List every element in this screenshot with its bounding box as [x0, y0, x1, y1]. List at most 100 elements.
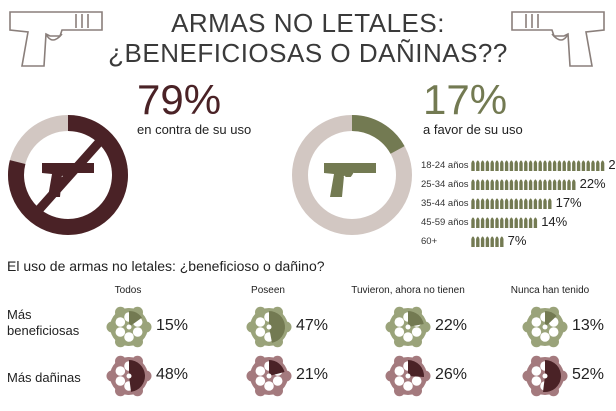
age-bar-label: 35-44 años	[421, 198, 469, 209]
age-bar-label: 18-24 años	[421, 160, 469, 171]
bullet-icon	[500, 236, 504, 247]
bullet-icon	[552, 179, 557, 190]
age-bar-value: 7%	[507, 233, 527, 248]
bullet-icon	[476, 179, 480, 190]
age-bar-value: 17%	[555, 195, 582, 210]
pie-slice	[542, 360, 561, 392]
bullet-icon	[528, 179, 533, 190]
bullet-icon	[528, 217, 533, 228]
bullet-icon	[548, 179, 552, 190]
bullet-icon	[514, 198, 518, 209]
age-bar	[471, 160, 605, 171]
bullet-icon	[480, 217, 485, 228]
pie-slice	[129, 311, 142, 327]
pie-value-label: 21%	[296, 366, 329, 383]
pie-value-label: 22%	[435, 317, 468, 334]
bullet-icon	[490, 160, 494, 171]
bullet-icon	[476, 236, 480, 247]
bullet-icon	[471, 217, 475, 228]
bullet-icon	[514, 217, 518, 228]
pistol-icon-left	[9, 11, 103, 67]
bullet-icon	[485, 236, 490, 247]
bullet-icon	[471, 160, 475, 171]
pie-value-label: 15%	[156, 317, 189, 334]
revolver-cylinder-icon	[106, 355, 152, 397]
bullet-icon	[500, 160, 504, 171]
bullet-icon	[500, 217, 504, 228]
pie-value-label: 47%	[296, 317, 329, 334]
revolver-cylinder-icon	[246, 306, 292, 348]
age-bar-value: 14%	[541, 214, 568, 229]
column-header-nunca: Nunca han tenido	[510, 285, 590, 296]
pie-value-label: 52%	[572, 366, 605, 383]
bullet-icon	[504, 179, 509, 190]
bullet-icon	[528, 198, 533, 209]
pie-slice	[129, 360, 146, 392]
age-bar-value: 28%	[608, 157, 616, 172]
bullet-icon	[485, 179, 490, 190]
donut-favor-arc	[351, 115, 405, 155]
bullet-icon	[480, 198, 485, 209]
bullet-icon	[504, 217, 509, 228]
pie-slice	[408, 360, 424, 378]
bullet-icon	[480, 179, 485, 190]
bullet-icon	[557, 179, 562, 190]
bullet-icon	[533, 217, 538, 228]
bullet-icon	[557, 160, 562, 171]
revolver-cylinder-icon	[246, 355, 292, 397]
bullet-icon	[495, 179, 499, 190]
bullet-icon	[533, 198, 538, 209]
bullet-icon	[495, 198, 499, 209]
pie-slice	[269, 311, 285, 343]
favor-caption: a favor de su uso	[423, 122, 523, 137]
bullet-icon	[509, 198, 514, 209]
no-sign-icon	[32, 136, 106, 216]
favor-percentage: 17%	[423, 76, 508, 123]
bullet-icon	[490, 217, 494, 228]
bullet-icon	[519, 179, 523, 190]
bullet-icon	[524, 179, 528, 190]
bullet-icon	[562, 160, 566, 171]
bullet-icon	[533, 160, 538, 171]
bullet-icon	[500, 198, 504, 209]
bullet-icon	[591, 160, 595, 171]
column-header-tuvieron: Tuvieron, ahora no tienen	[351, 285, 465, 296]
bullet-icon	[572, 160, 576, 171]
donut-against-arc	[8, 115, 128, 235]
bullet-icon	[572, 179, 576, 190]
bullet-icon	[543, 160, 547, 171]
bullet-icon	[495, 217, 499, 228]
pistol-icon	[324, 163, 376, 197]
against-percentage: 79%	[137, 76, 222, 123]
bullet-icon	[596, 160, 600, 171]
bullet-icon	[519, 198, 523, 209]
bullet-icon	[533, 179, 538, 190]
column-header-poseen: Poseen	[251, 285, 285, 296]
bullet-icon	[480, 160, 485, 171]
bullet-icon	[490, 179, 494, 190]
column-header-todos: Todos	[114, 285, 142, 296]
age-bar	[471, 198, 552, 209]
bullet-icon	[514, 160, 518, 171]
bullet-icon	[476, 160, 480, 171]
bullet-icon	[600, 160, 605, 171]
bullet-icon	[476, 217, 480, 228]
bullet-icon	[500, 179, 504, 190]
bullet-icon	[509, 179, 514, 190]
section-title: El uso de armas no letales: ¿beneficioso…	[7, 258, 325, 274]
bullet-icon	[538, 179, 542, 190]
bullet-icon	[524, 217, 528, 228]
bullet-icon	[543, 198, 547, 209]
bullet-icon	[476, 198, 480, 209]
bullet-icon	[548, 198, 552, 209]
bullet-icon	[485, 160, 490, 171]
bullet-icon	[581, 160, 586, 171]
bullet-icon	[480, 236, 485, 247]
bullet-icon	[543, 179, 547, 190]
bullet-icon	[490, 236, 494, 247]
title-line-1: ARMAS NO LETALES:	[171, 8, 445, 38]
title-line-2: ¿BENEFICIOSAS O DAÑINAS??	[108, 38, 508, 68]
pie-slice	[269, 360, 285, 376]
pie-value-label: 26%	[435, 366, 468, 383]
donut-favor-chart	[292, 115, 412, 235]
